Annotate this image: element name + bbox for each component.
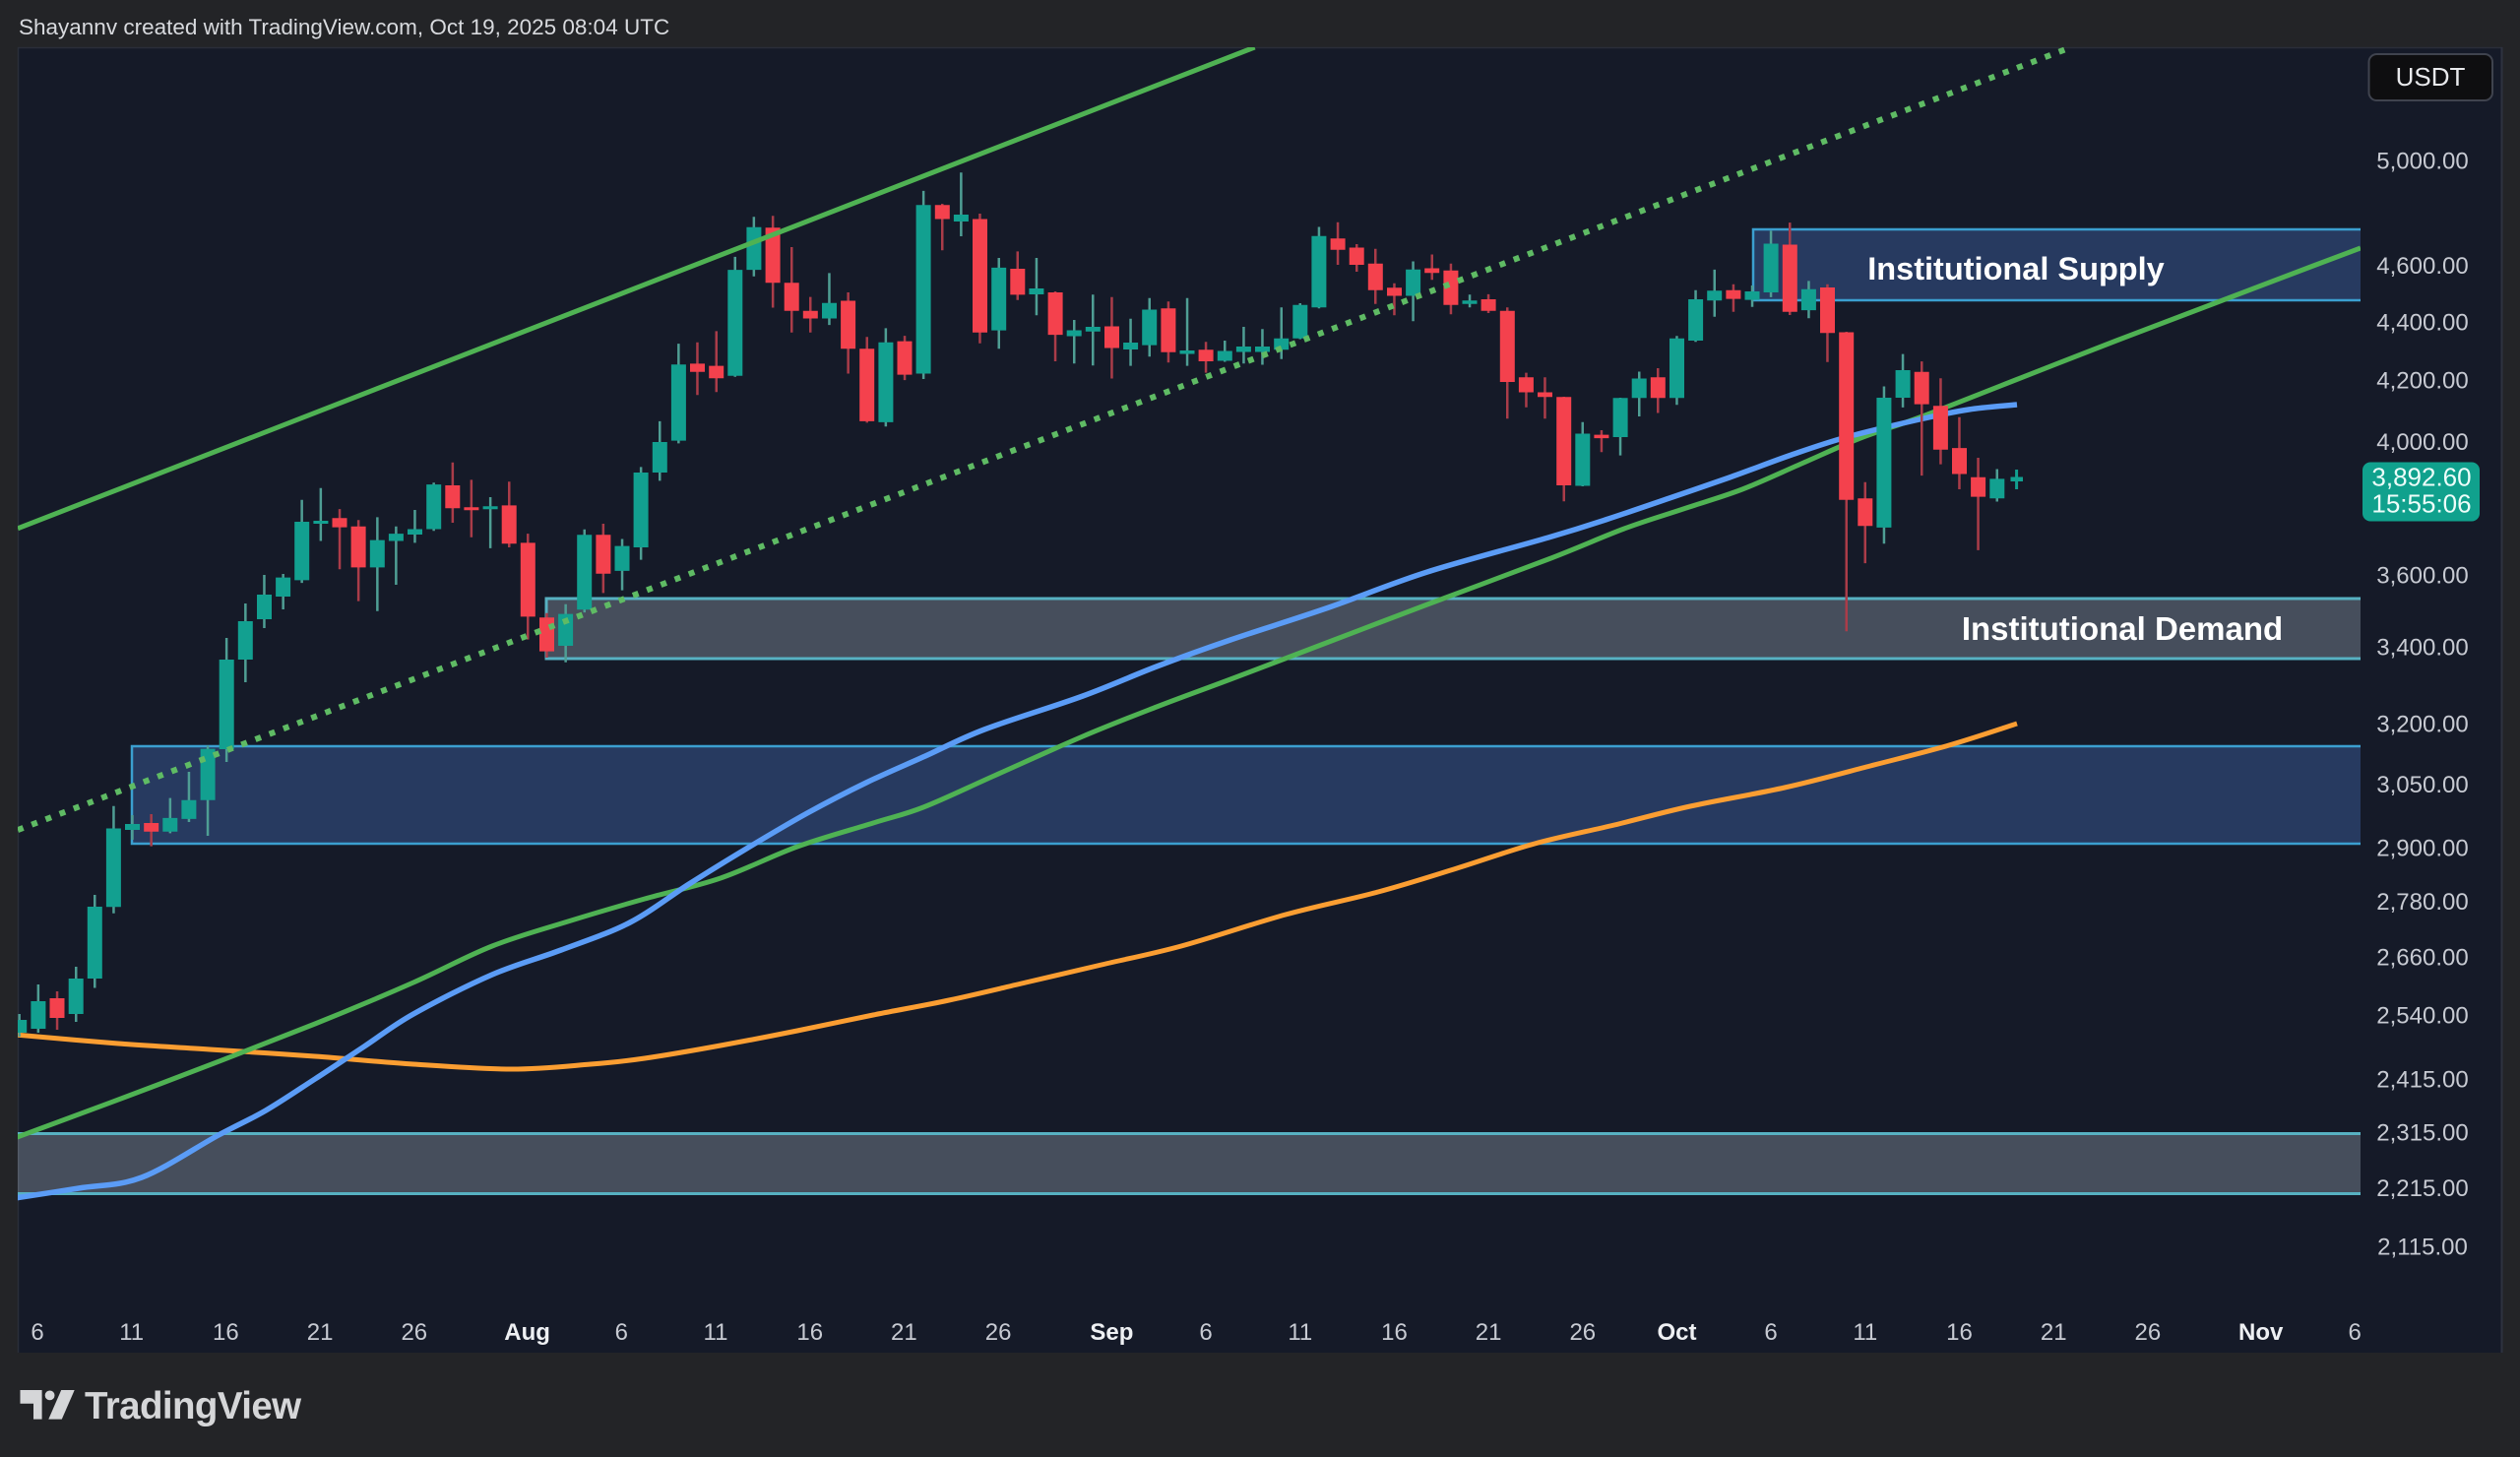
svg-text:4,600.00: 4,600.00 [2376,253,2468,280]
svg-text:Oct: Oct [1657,1319,1696,1346]
svg-text:6: 6 [615,1319,628,1346]
svg-text:21: 21 [2041,1319,2067,1346]
svg-text:2,315.00: 2,315.00 [2376,1120,2468,1147]
svg-text:Sep: Sep [1090,1319,1133,1346]
svg-text:26: 26 [401,1319,427,1346]
svg-text:2,780.00: 2,780.00 [2376,889,2468,916]
svg-text:Aug: Aug [504,1319,550,1346]
svg-text:TradingView: TradingView [85,1385,302,1427]
svg-text:2,660.00: 2,660.00 [2376,945,2468,972]
svg-text:6: 6 [1199,1319,1212,1346]
svg-text:2,540.00: 2,540.00 [2376,1003,2468,1030]
svg-text:Shayannv created with TradingV: Shayannv created with TradingView.com, O… [19,15,669,39]
svg-text:16: 16 [1381,1319,1408,1346]
svg-text:2,415.00: 2,415.00 [2376,1067,2468,1094]
svg-text:21: 21 [891,1319,917,1346]
svg-text:26: 26 [1569,1319,1596,1346]
svg-text:4,000.00: 4,000.00 [2376,429,2468,456]
svg-text:21: 21 [307,1319,334,1346]
svg-text:6: 6 [2349,1319,2362,1346]
svg-text:15:55:06: 15:55:06 [2371,489,2471,519]
svg-text:4,200.00: 4,200.00 [2376,368,2468,395]
svg-text:26: 26 [2135,1319,2162,1346]
svg-text:16: 16 [796,1319,823,1346]
svg-text:11: 11 [704,1319,728,1346]
svg-text:2,215.00: 2,215.00 [2376,1175,2468,1202]
svg-text:6: 6 [31,1319,43,1346]
svg-text:USDT: USDT [2396,62,2466,92]
svg-text:3,200.00: 3,200.00 [2376,712,2468,738]
svg-text:4,400.00: 4,400.00 [2376,310,2468,337]
svg-text:Institutional Demand: Institutional Demand [1962,610,2283,647]
svg-text:16: 16 [213,1319,239,1346]
svg-text:11: 11 [119,1319,144,1346]
svg-text:5,000.00: 5,000.00 [2376,149,2468,175]
svg-text:3,892.60: 3,892.60 [2371,463,2471,492]
svg-text:2,900.00: 2,900.00 [2376,836,2468,862]
svg-text:11: 11 [1288,1319,1312,1346]
svg-text:3,050.00: 3,050.00 [2376,772,2468,798]
svg-text:6: 6 [1764,1319,1777,1346]
svg-text:Institutional Supply: Institutional Supply [1867,251,2165,286]
svg-text:11: 11 [1853,1319,1877,1346]
svg-text:26: 26 [985,1319,1012,1346]
svg-text:2,115.00: 2,115.00 [2377,1235,2468,1261]
svg-text:16: 16 [1946,1319,1973,1346]
svg-text:3,400.00: 3,400.00 [2376,635,2468,662]
svg-text:21: 21 [1476,1319,1502,1346]
svg-text:3,600.00: 3,600.00 [2376,563,2468,590]
svg-text:Nov: Nov [2238,1319,2284,1346]
